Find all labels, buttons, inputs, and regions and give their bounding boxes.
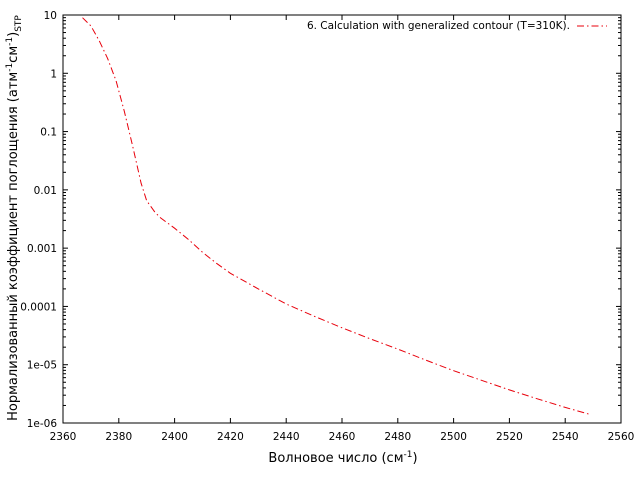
x-tick-label: 2440	[273, 431, 300, 443]
y-tick-label: 10	[44, 10, 57, 22]
y-tick-label: 1e-05	[27, 360, 57, 372]
x-tick-label: 2400	[161, 431, 188, 443]
x-tick-label: 2460	[329, 431, 356, 443]
plot-frame	[62, 14, 622, 424]
y-tick-label: 0.001	[27, 243, 57, 255]
y-tick-label: 0.1	[40, 127, 57, 139]
x-axis-label: Волновое число (см-1)	[268, 450, 417, 466]
y-axis-label: Нормализованный коэффициент поглощения (…	[5, 15, 24, 421]
x-tick-label: 2380	[105, 431, 132, 443]
x-tick-label: 2500	[440, 431, 467, 443]
x-tick-label: 2520	[496, 431, 523, 443]
x-tick-label: 2480	[384, 431, 411, 443]
legend-label-6: 6. Calculation with generalized contour …	[307, 20, 570, 32]
y-tick-label: 1	[50, 68, 57, 80]
x-tick-label: 2540	[552, 431, 579, 443]
x-tick-label: 2360	[50, 431, 77, 443]
x-tick-label: 2420	[217, 431, 244, 443]
axis-tick-labels: 2360 2380 2400 2420 2440 2460 2480 2500 2520 2540…	[20, 10, 634, 443]
y-tick-label: 1e-06	[27, 418, 58, 430]
series-line-6	[82, 17, 591, 415]
legend: 6. Calculation with generalized contour …	[307, 20, 607, 32]
axis-ticks	[62, 14, 622, 424]
x-tick-label: 2560	[608, 431, 635, 443]
y-tick-label: 0.0001	[20, 301, 57, 313]
y-tick-label: 0.01	[34, 185, 57, 197]
